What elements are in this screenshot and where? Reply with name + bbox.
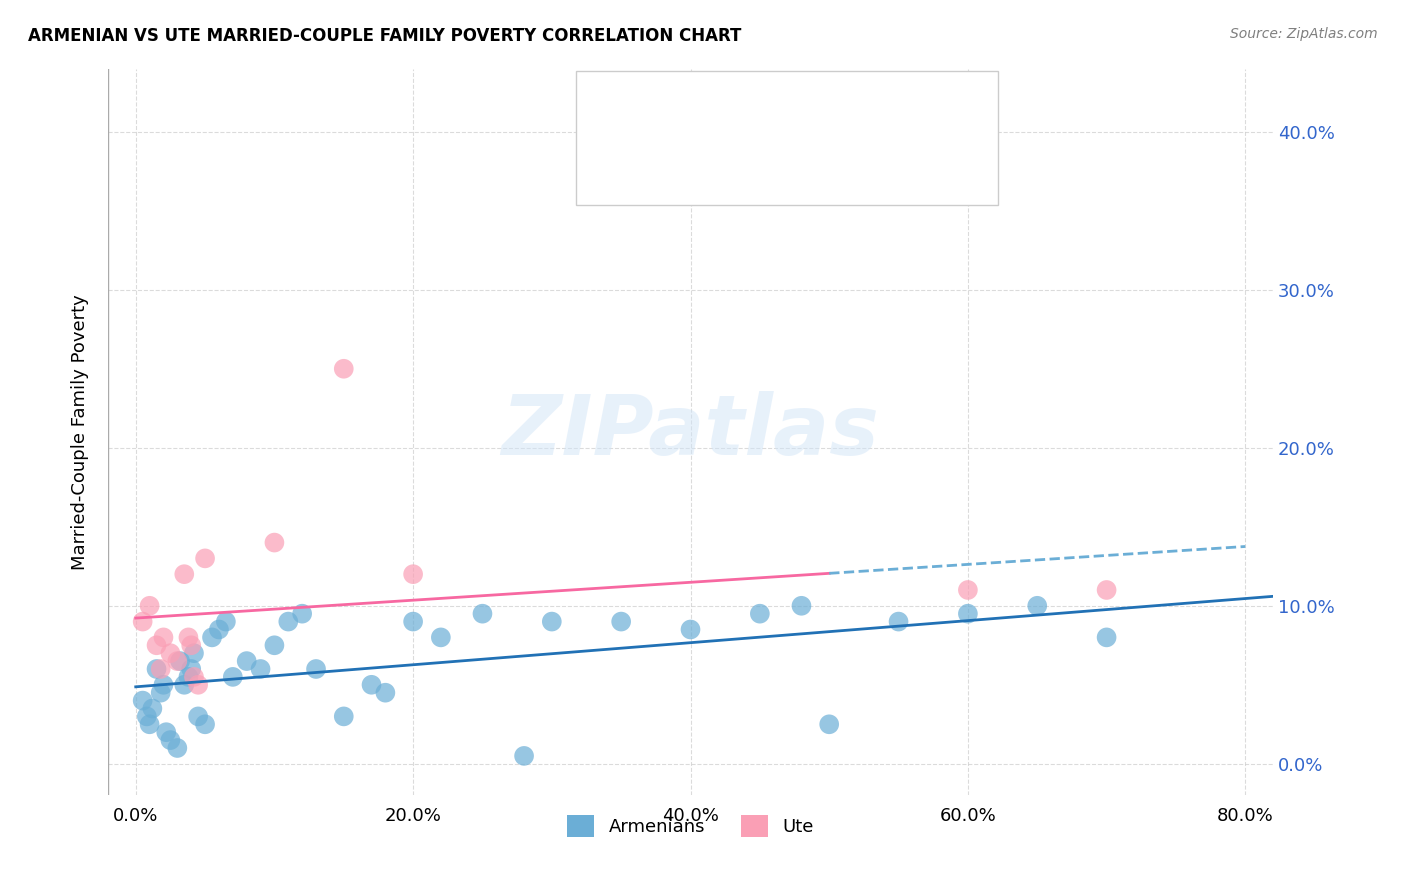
Point (152, 631, 174, 645)
Point (263, 638, 285, 652)
Point (169, 654, 191, 668)
Text: ARMENIAN VS UTE MARRIED-COUPLE FAMILY POVERTY CORRELATION CHART: ARMENIAN VS UTE MARRIED-COUPLE FAMILY PO… (28, 27, 741, 45)
Point (194, 551, 217, 566)
Point (177, 631, 200, 645)
Point (173, 678, 195, 692)
Point (149, 686, 172, 700)
Point (145, 638, 167, 652)
Point (360, 678, 382, 692)
Point (249, 662, 271, 676)
Point (131, 693, 153, 707)
Point (402, 615, 425, 629)
Point (513, 748, 536, 763)
Point (183, 646, 205, 660)
Y-axis label: Married-Couple Family Poverty: Married-Couple Family Poverty (72, 294, 89, 570)
Point (138, 599, 160, 613)
Point (430, 631, 453, 645)
Point (177, 670, 200, 684)
Point (141, 701, 163, 715)
Text: Source: ZipAtlas.com: Source: ZipAtlas.com (1230, 27, 1378, 41)
Point (374, 686, 396, 700)
Point (135, 709, 157, 723)
Point (166, 741, 188, 756)
Point (263, 535, 285, 549)
Point (201, 631, 224, 645)
Point (180, 662, 202, 676)
Point (208, 623, 231, 637)
Legend: Armenians, Ute: Armenians, Ute (560, 808, 821, 845)
Point (333, 709, 356, 723)
Point (138, 717, 160, 731)
Point (222, 670, 245, 684)
Point (1095, 582, 1118, 597)
Point (194, 717, 217, 731)
Point (180, 638, 202, 652)
Point (145, 662, 167, 676)
Point (1095, 631, 1118, 645)
Point (131, 615, 153, 629)
Point (956, 607, 979, 621)
Point (540, 615, 562, 629)
Point (159, 646, 181, 660)
Point (305, 662, 328, 676)
Point (149, 662, 172, 676)
Point (956, 582, 979, 597)
Point (152, 678, 174, 692)
Point (790, 599, 813, 613)
Point (235, 654, 257, 668)
Text: ZIPatlas: ZIPatlas (502, 392, 879, 473)
Point (187, 678, 209, 692)
Point (887, 615, 910, 629)
Point (818, 717, 841, 731)
Point (187, 709, 209, 723)
Point (183, 670, 205, 684)
Point (173, 567, 195, 582)
Point (291, 607, 314, 621)
Point (155, 725, 177, 739)
Point (166, 654, 188, 668)
Point (471, 607, 494, 621)
Point (748, 607, 770, 621)
Point (402, 567, 425, 582)
Point (277, 615, 299, 629)
Point (333, 361, 356, 376)
Point (1026, 599, 1049, 613)
Point (679, 623, 702, 637)
Point (610, 615, 633, 629)
Point (159, 733, 181, 747)
Point (215, 615, 238, 629)
